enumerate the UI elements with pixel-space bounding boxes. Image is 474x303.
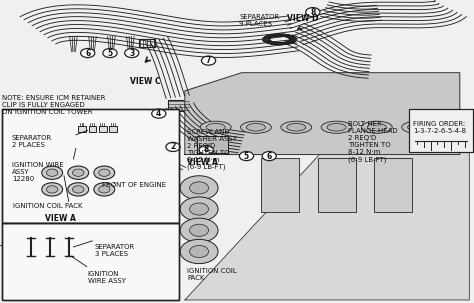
Bar — [2, 109, 179, 223]
Circle shape — [42, 166, 63, 179]
Ellipse shape — [200, 121, 231, 133]
Text: VIEW C: VIEW C — [130, 77, 161, 86]
Polygon shape — [185, 152, 469, 300]
Circle shape — [46, 169, 58, 176]
Text: SEPARATOR
2 PLACES: SEPARATOR 2 PLACES — [12, 135, 52, 148]
Text: VIEW A: VIEW A — [187, 158, 218, 167]
Text: 3: 3 — [129, 48, 135, 58]
Circle shape — [99, 169, 110, 176]
Circle shape — [180, 218, 218, 242]
Text: BOLT HEX
FLANGE HEAD
2 REQ'D
TIGHTEN TO
8-12 N·m
(6-9 LB-FT): BOLT HEX FLANGE HEAD 2 REQ'D TIGHTEN TO … — [348, 121, 398, 163]
Text: SEPARATOR
3 PLACES: SEPARATOR 3 PLACES — [95, 244, 135, 257]
Circle shape — [81, 48, 95, 58]
Polygon shape — [185, 73, 460, 155]
Ellipse shape — [246, 124, 265, 131]
Text: IGNITION
WIRE ASSY: IGNITION WIRE ASSY — [88, 271, 126, 284]
Text: 6: 6 — [85, 48, 91, 58]
Circle shape — [190, 224, 209, 236]
Circle shape — [99, 186, 110, 193]
Bar — [168, 100, 190, 111]
Text: 4: 4 — [156, 109, 162, 118]
Circle shape — [73, 186, 84, 193]
Text: 6: 6 — [266, 152, 272, 161]
Text: FRONT OF ENGINE: FRONT OF ENGINE — [102, 182, 166, 188]
Circle shape — [68, 183, 89, 196]
Bar — [318, 158, 356, 212]
Text: IGNITION COIL
PACK: IGNITION COIL PACK — [187, 268, 237, 281]
Text: VIEW A: VIEW A — [45, 214, 76, 223]
Text: IGNITION WIRE
ASSY
12280: IGNITION WIRE ASSY 12280 — [12, 162, 64, 182]
Circle shape — [180, 176, 218, 200]
Ellipse shape — [362, 121, 392, 133]
Text: NOTE: ENSURE ICM RETAINER
CLIP IS FULLY ENGAGED
ON IGNITION COIL TOWER: NOTE: ENSURE ICM RETAINER CLIP IS FULLY … — [2, 95, 106, 115]
Circle shape — [190, 182, 209, 194]
Circle shape — [201, 56, 216, 65]
Circle shape — [68, 166, 89, 179]
Circle shape — [125, 48, 139, 58]
Text: 2: 2 — [170, 142, 176, 152]
Circle shape — [152, 109, 166, 118]
Circle shape — [239, 152, 254, 161]
Circle shape — [94, 183, 115, 196]
Circle shape — [199, 145, 213, 155]
Ellipse shape — [287, 124, 306, 131]
Circle shape — [103, 48, 117, 58]
Bar — [109, 126, 117, 132]
Circle shape — [73, 169, 84, 176]
Circle shape — [262, 152, 276, 161]
Bar — [2, 223, 179, 300]
Text: 5: 5 — [244, 152, 249, 161]
Bar — [409, 109, 473, 152]
Circle shape — [46, 186, 58, 193]
Circle shape — [180, 239, 218, 264]
Text: 5: 5 — [108, 48, 112, 58]
Circle shape — [306, 8, 320, 17]
Bar — [261, 158, 299, 212]
Ellipse shape — [327, 124, 346, 131]
Ellipse shape — [402, 121, 433, 133]
Bar — [374, 158, 412, 212]
Ellipse shape — [367, 124, 386, 131]
Ellipse shape — [206, 124, 225, 131]
Bar — [89, 126, 96, 132]
Text: 8: 8 — [310, 8, 316, 17]
Text: IGNITION COIL PACK: IGNITION COIL PACK — [13, 203, 83, 209]
Text: SCREW AND
WASHER ASSY
2 REQ'D
TIGHTEN TO
8-12 N·m
(6-9 LB-FT): SCREW AND WASHER ASSY 2 REQ'D TIGHTEN TO… — [187, 129, 237, 170]
Text: FIRING ORDER:
1-3-7-2-6-5-4-8: FIRING ORDER: 1-3-7-2-6-5-4-8 — [413, 121, 466, 134]
Circle shape — [180, 197, 218, 221]
Bar — [2, 223, 179, 300]
Bar — [409, 109, 473, 152]
Bar — [99, 126, 107, 132]
Ellipse shape — [240, 121, 271, 133]
Bar — [197, 136, 228, 153]
Circle shape — [166, 142, 180, 152]
Circle shape — [190, 245, 209, 258]
Circle shape — [42, 183, 63, 196]
Text: SEPARATOR
9 PLACES: SEPARATOR 9 PLACES — [239, 14, 280, 27]
Bar — [78, 126, 86, 132]
Circle shape — [94, 166, 115, 179]
Ellipse shape — [321, 121, 352, 133]
Text: 7: 7 — [206, 56, 211, 65]
Ellipse shape — [408, 124, 427, 131]
Text: 8: 8 — [203, 145, 209, 155]
Bar — [2, 109, 179, 223]
Ellipse shape — [281, 121, 311, 133]
Circle shape — [190, 203, 209, 215]
Text: VIEW D: VIEW D — [287, 14, 318, 23]
